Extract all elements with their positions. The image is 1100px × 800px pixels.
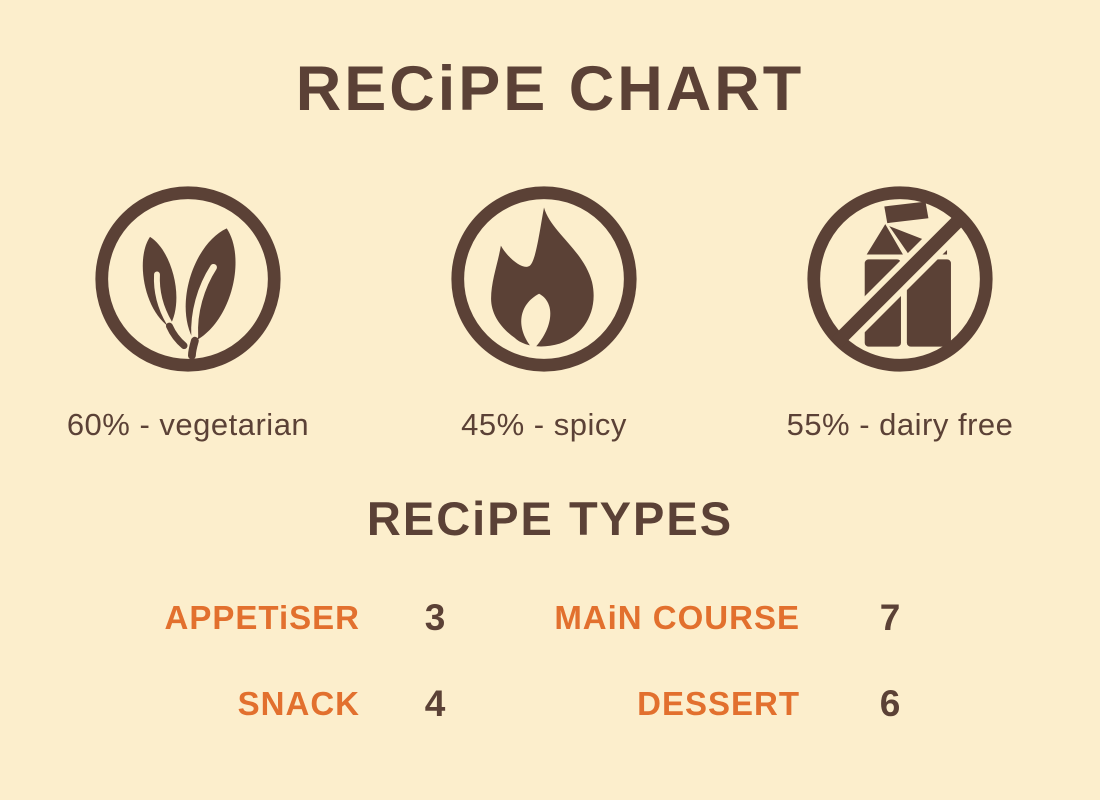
stat-vegetarian: 60% - vegetarian bbox=[26, 181, 350, 443]
no-dairy-icon bbox=[807, 186, 993, 372]
type-value-main-course: 7 bbox=[879, 596, 901, 638]
stat-caption-vegetarian: 60% - vegetarian bbox=[66, 407, 310, 442]
stat-caption-dairy-free: 55% - dairy free bbox=[786, 407, 1014, 442]
type-label-dessert: DESSERT bbox=[637, 684, 800, 722]
leaf-icon bbox=[95, 186, 281, 372]
stat-dairy-free: 55% - dairy free bbox=[738, 181, 1062, 443]
type-label-snack: SNACK bbox=[237, 684, 360, 722]
flame-icon bbox=[451, 186, 637, 372]
stats-row: 60% - vegetarian 45% - spicy bbox=[0, 181, 1100, 443]
type-label-main-course: MAiN COURSE bbox=[554, 598, 800, 636]
type-value-snack: 4 bbox=[424, 682, 446, 724]
page-title: RECiPE CHART bbox=[295, 54, 805, 124]
type-label-appetiser: APPETiSER bbox=[164, 598, 360, 636]
types-grid: APPETiSER 3 MAiN COURSE 7 SNACK 4 DESSER… bbox=[97, 597, 1100, 725]
type-value-appetiser: 3 bbox=[424, 596, 446, 638]
stat-caption-spicy: 45% - spicy bbox=[461, 407, 627, 442]
stat-spicy: 45% - spicy bbox=[382, 181, 706, 443]
type-value-dessert: 6 bbox=[879, 682, 901, 724]
types-section-title: RECiPE TYPES bbox=[366, 492, 734, 545]
